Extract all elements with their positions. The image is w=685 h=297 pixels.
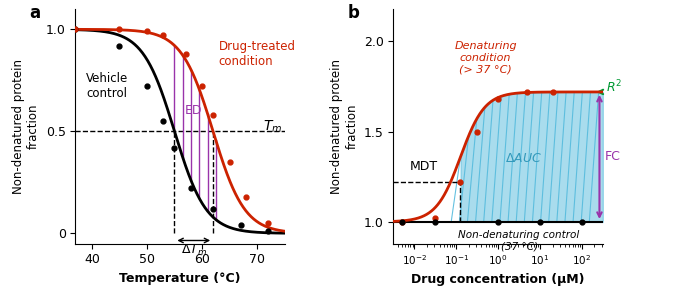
Text: ED: ED bbox=[185, 105, 203, 117]
Y-axis label: Non-denatured protein
fraction: Non-denatured protein fraction bbox=[330, 59, 358, 194]
Text: Denaturing
condition
(> 37 °C): Denaturing condition (> 37 °C) bbox=[454, 41, 517, 74]
Text: a: a bbox=[29, 4, 40, 22]
Text: b: b bbox=[347, 4, 360, 22]
Text: Vehicle
control: Vehicle control bbox=[86, 72, 129, 100]
Text: Non-denaturing control
(37 °C): Non-denaturing control (37 °C) bbox=[458, 230, 580, 252]
Text: Drug-treated
condition: Drug-treated condition bbox=[219, 40, 295, 68]
Text: MDT: MDT bbox=[410, 160, 438, 173]
Text: $\Delta T_m$: $\Delta T_m$ bbox=[181, 243, 207, 257]
Y-axis label: Non-denatured protein
fraction: Non-denatured protein fraction bbox=[12, 59, 40, 194]
Text: $R^2$: $R^2$ bbox=[606, 78, 622, 95]
X-axis label: Temperature (°C): Temperature (°C) bbox=[119, 272, 240, 285]
Text: $T_m$: $T_m$ bbox=[262, 119, 282, 135]
X-axis label: Drug concentration (μM): Drug concentration (μM) bbox=[412, 273, 585, 286]
Text: FC: FC bbox=[604, 150, 621, 163]
Text: $\Delta$AUC: $\Delta$AUC bbox=[505, 152, 542, 165]
